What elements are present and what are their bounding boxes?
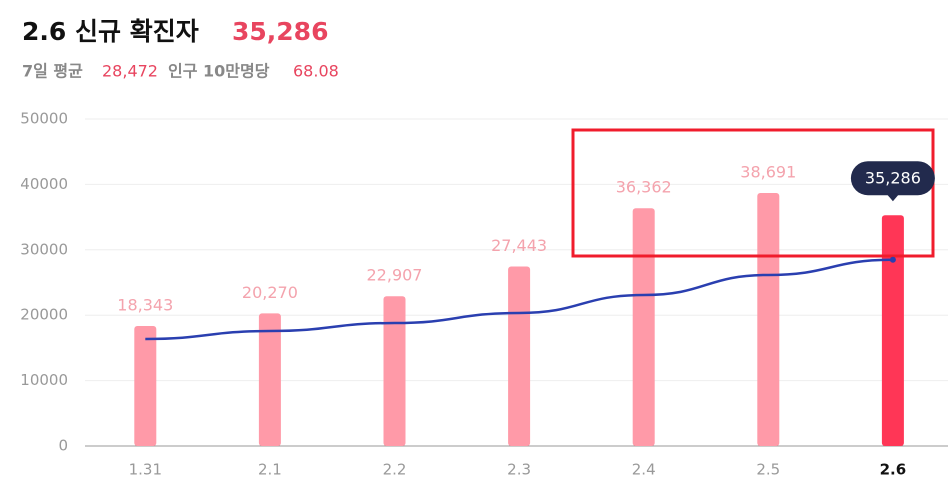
- y-tick-label: 30000: [20, 240, 68, 258]
- x-tick-label: 2.5: [756, 461, 780, 479]
- bar: [508, 266, 531, 446]
- tooltip-label: 35,286: [865, 169, 921, 188]
- x-tick-label: 1.31: [129, 461, 162, 479]
- title-count: 35,286: [232, 17, 328, 46]
- avg-dot: [889, 256, 896, 263]
- per-value: 68.08: [293, 62, 339, 81]
- value-label: 27,443: [491, 236, 547, 255]
- bar: [632, 208, 655, 446]
- x-tick-label: 2.2: [383, 461, 407, 479]
- bar: [383, 296, 406, 446]
- avg-value: 28,472: [102, 62, 158, 81]
- bar: [134, 326, 157, 446]
- bar: [757, 192, 780, 446]
- highlight-box: [571, 128, 935, 258]
- bar: [258, 313, 281, 446]
- y-tick-label: 0: [58, 437, 68, 455]
- value-label: 18,343: [117, 296, 173, 315]
- title: 2.6 신규 확진자: [22, 17, 199, 46]
- per-label: 인구 10만명당: [168, 62, 270, 81]
- y-tick-label: 50000: [20, 110, 68, 128]
- x-tick-label: 2.1: [258, 461, 282, 479]
- x-tick-label: 2.3: [507, 461, 531, 479]
- avg-line: [145, 258, 893, 341]
- bar: [881, 215, 904, 446]
- value-label: 36,362: [616, 178, 672, 197]
- avg-label: 7일 평균: [22, 62, 83, 81]
- x-tick-label: 2.4: [632, 461, 656, 479]
- y-tick-label: 10000: [20, 371, 68, 389]
- value-label: 22,907: [367, 266, 423, 285]
- tooltip-bg: [850, 161, 935, 196]
- y-tick-label: 40000: [20, 175, 68, 193]
- tooltip-pointer: [886, 194, 899, 202]
- x-tick-label: 2.6: [880, 461, 907, 479]
- value-label: 20,270: [242, 283, 298, 302]
- value-label: 38,691: [740, 162, 796, 181]
- y-tick-label: 20000: [20, 306, 68, 324]
